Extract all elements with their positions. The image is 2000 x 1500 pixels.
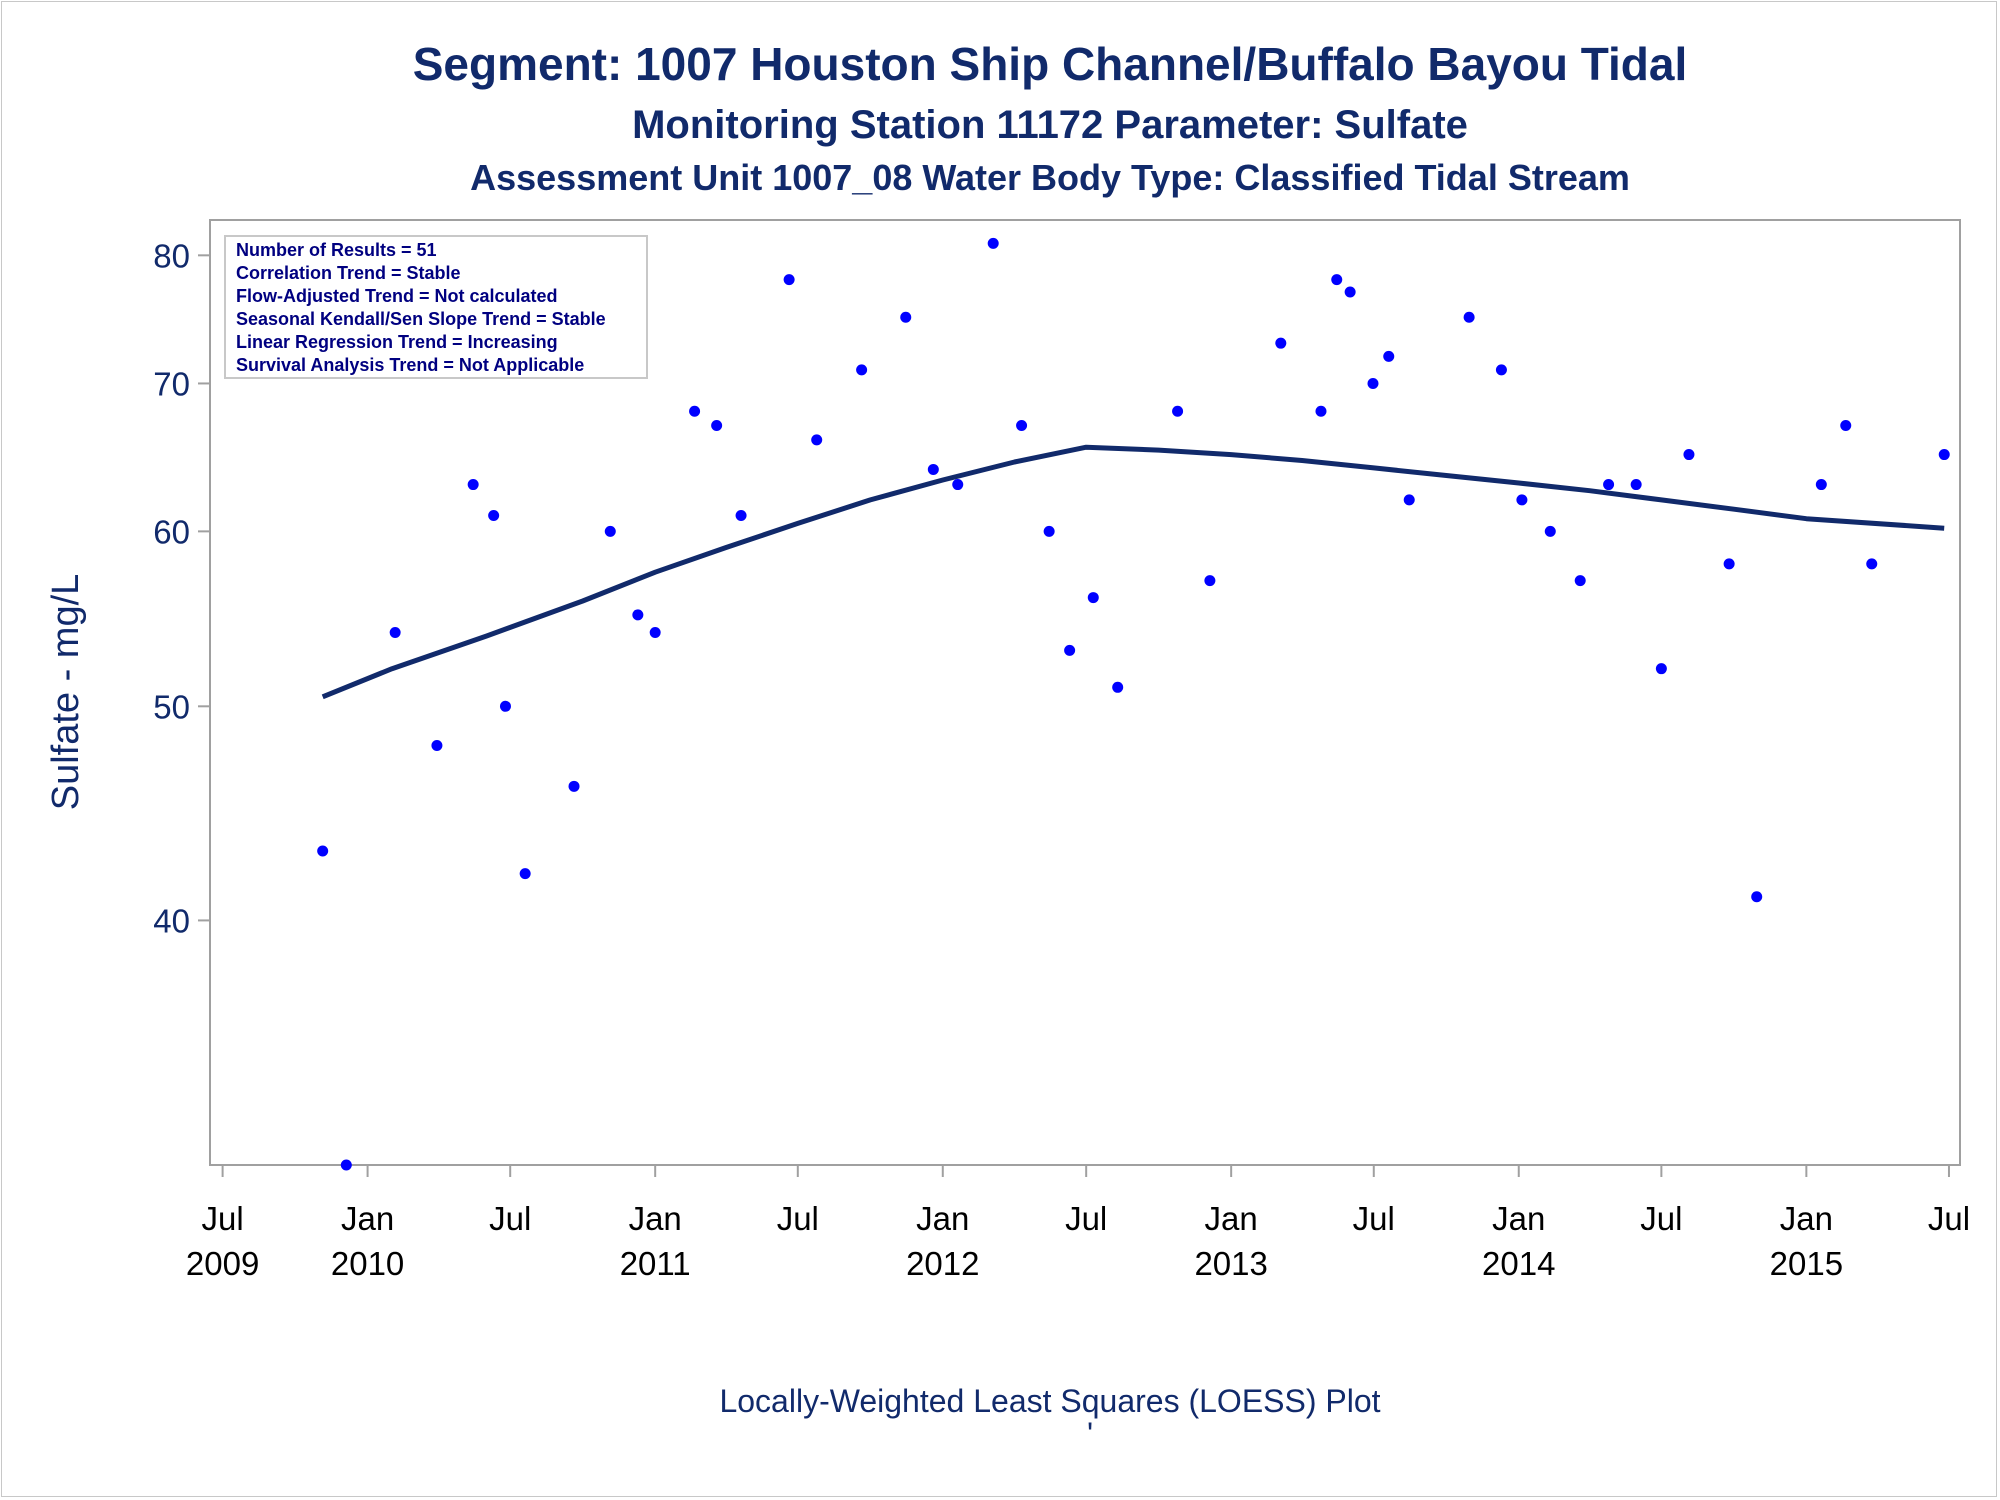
data-point bbox=[1463, 311, 1475, 323]
chart-subtitle-2: Assessment Unit 1007_08 Water Body Type:… bbox=[470, 157, 1630, 198]
data-point bbox=[811, 434, 823, 446]
y-axis: 40 50 60 70 80 bbox=[153, 237, 210, 939]
y-tick-label: 80 bbox=[153, 237, 190, 274]
data-point bbox=[1331, 274, 1343, 286]
x-tick-label: 2015 bbox=[1770, 1245, 1843, 1282]
x-tick-label: Jul bbox=[489, 1200, 531, 1237]
y-tick-label: 50 bbox=[153, 688, 190, 725]
legend-line: Survival Analysis Trend = Not Applicable bbox=[236, 355, 584, 375]
data-point bbox=[1204, 575, 1216, 587]
data-point bbox=[488, 510, 500, 522]
x-tick-label: 2013 bbox=[1194, 1245, 1267, 1282]
data-point bbox=[1016, 419, 1028, 431]
x-tick-label: Jul bbox=[1065, 1200, 1107, 1237]
data-point bbox=[1683, 449, 1695, 461]
data-point bbox=[1751, 891, 1763, 903]
data-point bbox=[1938, 449, 1950, 461]
chart-marks bbox=[317, 237, 1950, 1171]
data-point bbox=[1815, 479, 1827, 491]
legend-line: Flow-Adjusted Trend = Not calculated bbox=[236, 286, 558, 306]
x-tick-label: Jul bbox=[777, 1200, 819, 1237]
x-tick-label: Jan bbox=[916, 1200, 969, 1237]
legend-line: Correlation Trend = Stable bbox=[236, 263, 461, 283]
y-tick-label: 40 bbox=[153, 902, 190, 939]
loess-line bbox=[321, 444, 1945, 700]
data-point bbox=[689, 405, 701, 417]
x-tick-label: Jan bbox=[1492, 1200, 1545, 1237]
data-point bbox=[340, 1159, 352, 1171]
x-tick-label: Jan bbox=[1205, 1200, 1258, 1237]
data-point bbox=[1723, 558, 1735, 570]
x-tick-label: 2012 bbox=[906, 1245, 979, 1282]
chart-subtitle: Monitoring Station 11172 Parameter: Sulf… bbox=[632, 103, 1468, 147]
data-point bbox=[900, 311, 912, 323]
data-point bbox=[1315, 405, 1327, 417]
data-point bbox=[1840, 419, 1852, 431]
data-point bbox=[1043, 525, 1055, 537]
data-point bbox=[1655, 663, 1667, 675]
data-point bbox=[1172, 405, 1184, 417]
data-point bbox=[1866, 558, 1878, 570]
data-point bbox=[317, 845, 329, 857]
x-tick-label: 2014 bbox=[1482, 1245, 1555, 1282]
data-point bbox=[1383, 350, 1395, 362]
data-point bbox=[1603, 479, 1615, 491]
data-point bbox=[467, 479, 479, 491]
x-tick-label: Jul bbox=[202, 1200, 244, 1237]
legend-box-frame bbox=[224, 235, 648, 379]
x-tick-label: 2011 bbox=[620, 1245, 691, 1282]
legend-box: Number of Results = 51 Correlation Trend… bbox=[224, 235, 648, 379]
chart-title: Segment: 1007 Houston Ship Channel/Buffa… bbox=[413, 38, 1688, 90]
data-point bbox=[1574, 575, 1586, 587]
x-tick-label: Jul bbox=[1353, 1200, 1395, 1237]
data-point bbox=[1367, 377, 1379, 389]
data-point bbox=[431, 739, 443, 751]
data-point bbox=[711, 419, 723, 431]
data-point bbox=[1403, 494, 1415, 506]
data-point bbox=[735, 510, 747, 522]
data-point bbox=[519, 868, 531, 880]
data-point bbox=[1275, 337, 1287, 349]
data-point bbox=[1112, 681, 1124, 693]
x-axis: Jul 2009 Jan 2010 Jul Jan 2011 Jul Jan 2012 Jul Jan… bbox=[186, 1165, 1970, 1282]
data-point bbox=[1087, 592, 1099, 604]
x-tick-label: 2010 bbox=[331, 1245, 404, 1282]
data-point bbox=[499, 700, 511, 712]
data-point bbox=[649, 626, 661, 638]
data-point bbox=[389, 626, 401, 638]
data-point bbox=[632, 609, 644, 621]
x-tick-label: Jul bbox=[1928, 1200, 1970, 1237]
data-point bbox=[1516, 494, 1528, 506]
data-point bbox=[1544, 525, 1556, 537]
y-tick-label: 70 bbox=[153, 365, 190, 402]
data-point bbox=[783, 274, 795, 286]
data-point bbox=[1344, 286, 1356, 298]
y-tick-label: 60 bbox=[153, 513, 190, 550]
data-point bbox=[987, 237, 999, 249]
data-point bbox=[1495, 364, 1507, 376]
legend-line: Linear Regression Trend = Increasing bbox=[236, 332, 558, 352]
data-point bbox=[1064, 644, 1076, 656]
chart-footnote: Locally-Weighted Least Squares (LOESS) P… bbox=[719, 1383, 1380, 1419]
legend-line: Seasonal Kendall/Sen Slope Trend = Stabl… bbox=[236, 309, 606, 329]
chart-footnote-mark: ' bbox=[1087, 1416, 1093, 1452]
data-point bbox=[1630, 479, 1642, 491]
data-point bbox=[952, 479, 964, 491]
x-tick-label: Jan bbox=[1780, 1200, 1833, 1237]
y-axis-title: Sulfate - mg/L bbox=[45, 574, 87, 811]
data-point bbox=[927, 463, 939, 475]
data-point bbox=[568, 780, 580, 792]
data-point bbox=[604, 525, 616, 537]
x-tick-label: 2009 bbox=[186, 1245, 259, 1282]
x-tick-label: Jan bbox=[341, 1200, 394, 1237]
data-point bbox=[856, 364, 868, 376]
x-tick-label: Jan bbox=[629, 1200, 682, 1237]
legend-line: Number of Results = 51 bbox=[236, 240, 437, 260]
x-tick-label: Jul bbox=[1640, 1200, 1682, 1237]
plot-area bbox=[209, 219, 1961, 1166]
